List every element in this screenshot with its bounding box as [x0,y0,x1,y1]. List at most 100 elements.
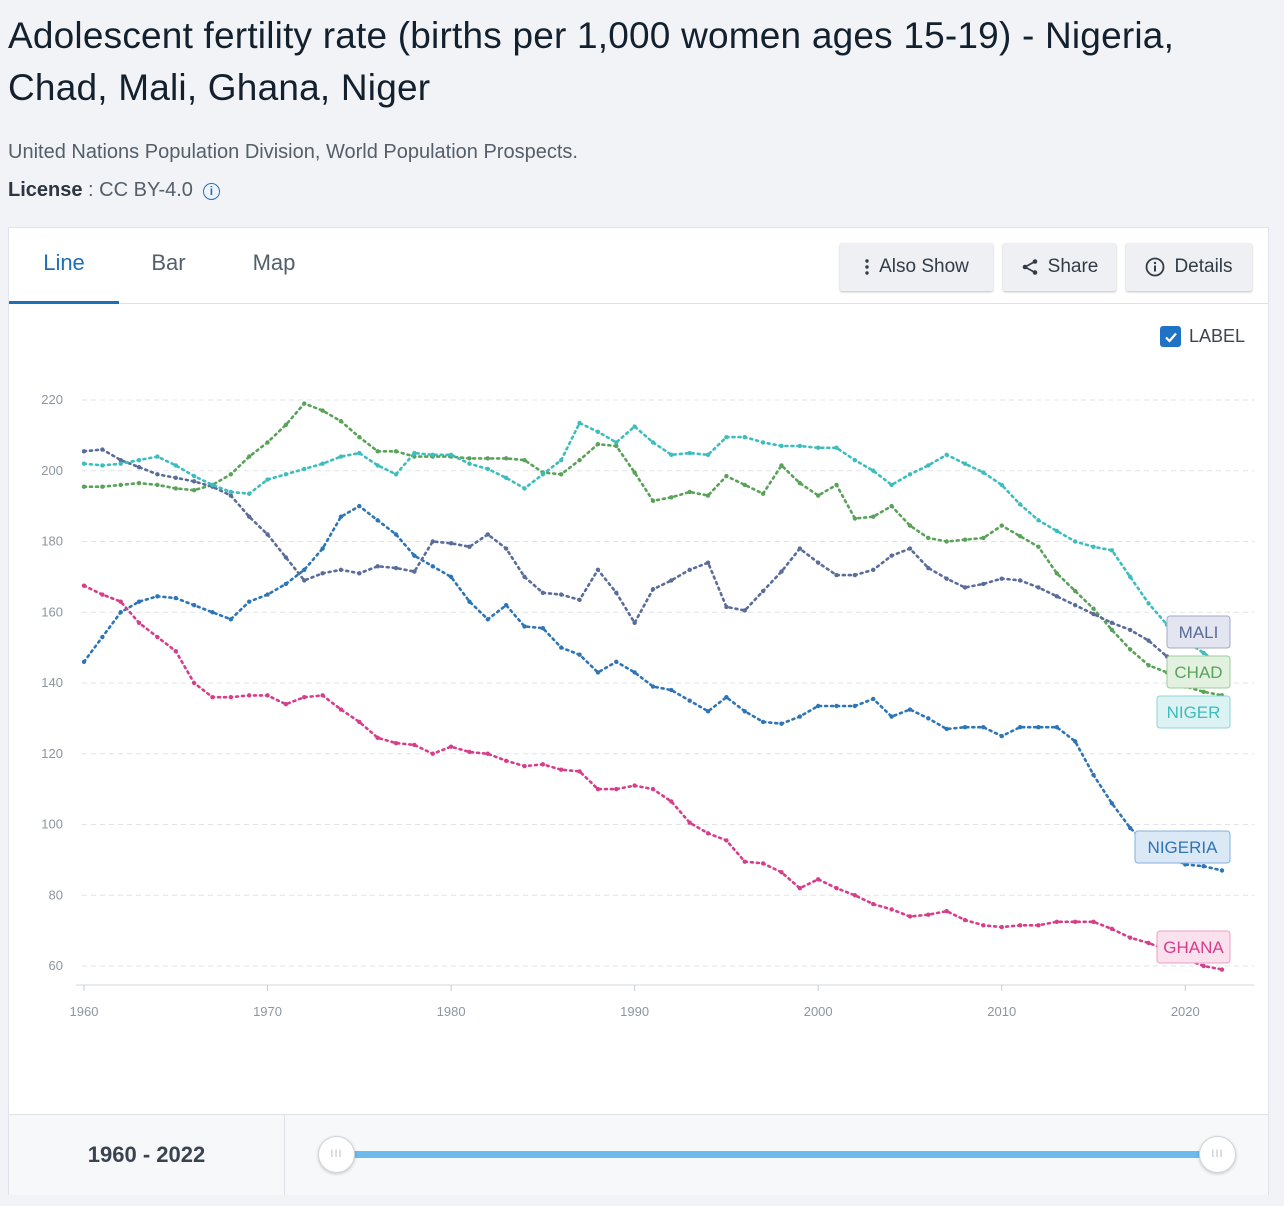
data-point-niger [210,482,215,488]
data-point-nigeria [540,625,546,631]
data-point-mali [338,567,344,572]
label-toggle[interactable]: LABEL [1160,326,1245,347]
data-point-ghana [522,763,527,769]
data-point-niger [559,457,564,463]
data-point-niger [797,443,803,449]
data-point-chad [779,463,784,468]
line-chart: 60 80 100 120 140 160 180 200 220 1960 1970 1980 199… [41,392,1254,1019]
data-point-niger [540,472,546,477]
data-point-ghana [283,702,289,707]
data-point-niger [1036,518,1041,523]
range-slider-end-handle[interactable]: III [1199,1136,1236,1173]
data-point-mali [871,567,876,572]
data-point-mali [944,576,949,581]
data-point-chad [926,535,931,541]
data-point-chad [871,514,876,519]
data-point-chad [1146,663,1151,668]
data-point-niger [650,440,656,445]
data-point-chad [155,482,160,488]
data-point-chad [614,443,619,449]
data-point-niger [577,420,582,426]
license-separator: : [82,179,100,201]
data-point-mali [760,588,766,594]
data-point-niger [136,457,142,463]
range-slider-track[interactable] [339,1151,1219,1158]
data-point-mali [485,532,491,537]
range-start: 1960 [87,1142,137,1167]
data-point-ghana [705,831,711,836]
source-text: United Nations Population Division, Worl… [8,141,578,163]
data-point-chad [889,503,894,509]
data-point-niger [338,454,344,459]
share-button[interactable]: Share [1003,243,1116,291]
data-point-chad [559,472,564,477]
data-point-ghana [1072,919,1078,924]
data-point-chad [797,480,803,486]
details-button[interactable]: Details [1126,243,1252,291]
data-point-nigeria [173,595,178,601]
y-tick-label: 60 [49,958,63,973]
range-slider-start-handle[interactable]: III [318,1136,355,1173]
data-point-niger [614,440,619,445]
label-toggle-text: LABEL [1189,326,1246,346]
data-point-mali [559,592,564,597]
data-point-chad [1201,689,1206,695]
data-point-niger [1091,544,1096,550]
data-point-mali [614,590,619,595]
data-point-niger [760,440,766,445]
data-point-nigeria [503,602,509,608]
data-point-niger [815,445,821,450]
data-point-ghana [228,694,234,700]
data-point-ghana [614,786,619,792]
data-point-ghana [797,885,803,891]
info-icon[interactable]: i [202,183,220,200]
series-label-box-chad [1166,655,1231,689]
data-point-nigeria [302,567,307,572]
data-point-ghana [210,694,215,700]
data-point-ghana [412,742,417,748]
data-point-mali [265,532,270,537]
data-point-mali [999,576,1004,581]
data-point-nigeria [1054,725,1060,730]
page-title: Adolescent fertility rate (births per 1,… [8,15,1175,108]
data-point-mali [136,465,142,470]
data-point-chad [503,456,509,461]
data-point-nigeria [448,574,454,580]
data-point-ghana [1128,935,1133,940]
data-point-ghana [687,820,692,825]
data-point-nigeria [614,659,619,664]
also-show-button[interactable]: Also Show [840,243,993,291]
data-point-mali [779,569,784,574]
data-point-nigeria [962,725,968,730]
data-point-ghana [559,767,564,772]
data-point-chad [283,422,289,427]
data-point-nigeria [210,610,215,615]
data-point-chad [834,482,839,488]
y-tick-label: 80 [49,887,63,902]
data-point-ghana [100,592,105,597]
tab-bar[interactable]: Bar [151,250,186,275]
tab-line[interactable]: Line [9,228,119,304]
tab-map[interactable]: Map [252,250,296,275]
data-point-nigeria [155,594,160,599]
data-point-mali [1054,594,1060,599]
data-point-niger [742,434,747,440]
data-point-mali [815,560,821,565]
label-checkbox[interactable] [1160,326,1181,347]
data-point-nigeria [944,726,949,732]
data-point-nigeria [246,599,252,604]
data-point-ghana [779,870,784,875]
details-label: Details [1174,256,1233,277]
share-icon [1022,259,1037,275]
data-point-chad [760,491,766,496]
data-point-nigeria [1091,772,1096,778]
data-point-chad [118,482,123,488]
data-point-chad [852,516,858,521]
data-point-chad [669,495,674,500]
data-point-nigeria [1201,864,1206,869]
data-point-ghana [742,859,747,864]
data-point-mali [430,539,435,544]
data-point-chad [357,434,362,440]
data-point-mali [173,475,178,481]
data-point-chad [136,480,142,486]
